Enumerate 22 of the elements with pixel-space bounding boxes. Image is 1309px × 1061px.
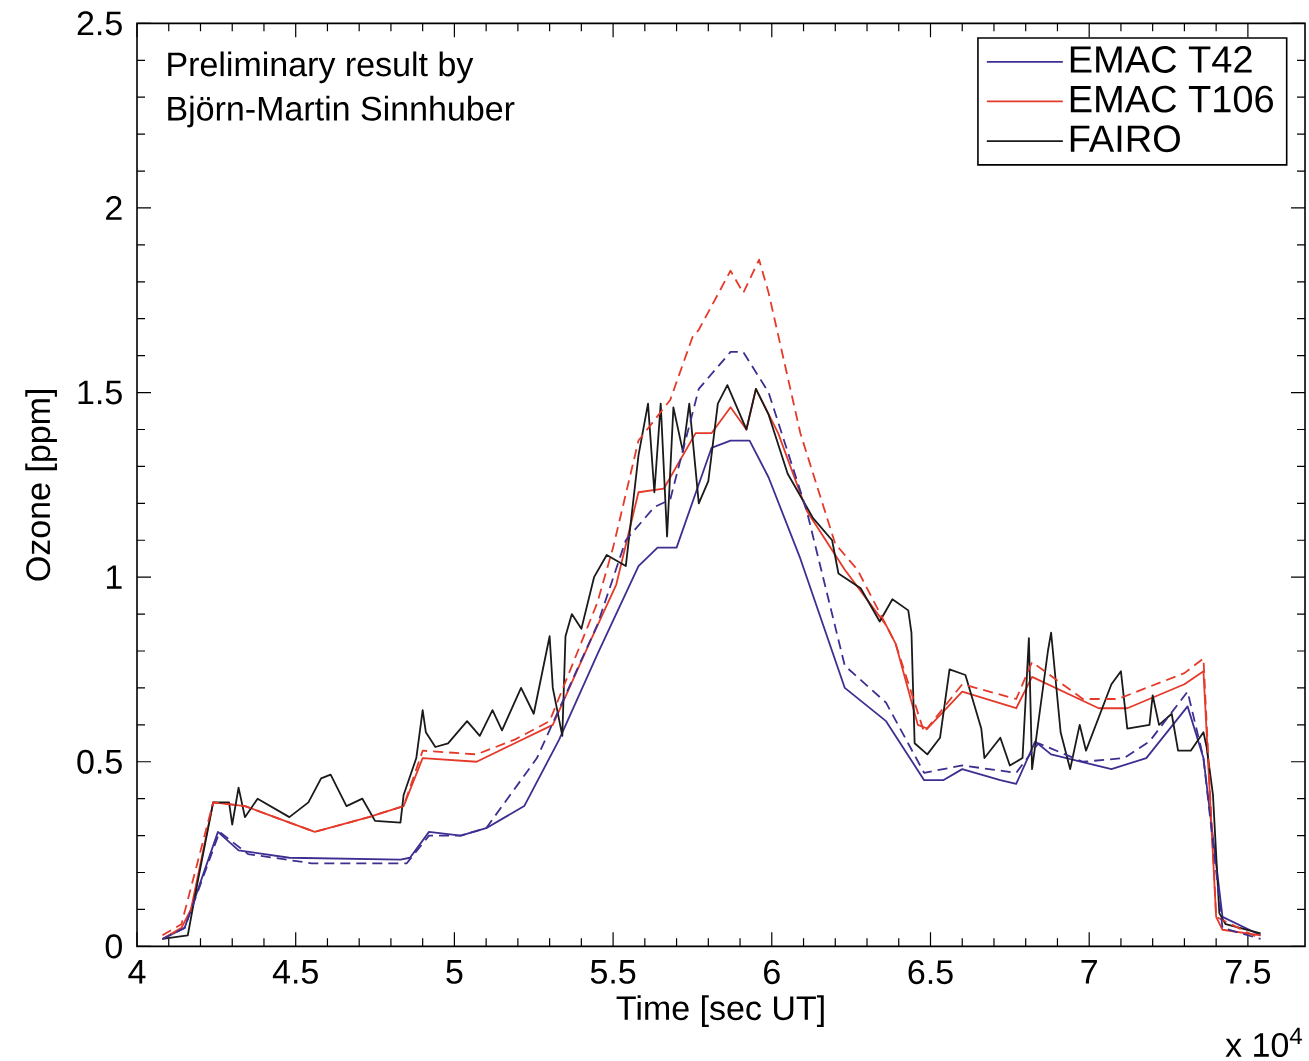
x-tick-label: 4.5 — [272, 959, 318, 984]
x-axis-title: Time [sec UT] — [616, 995, 824, 1027]
annotation: Björn-Martin Sinnhuber — [168, 95, 515, 128]
x-tick-label: 6.5 — [908, 959, 953, 985]
y-tick-label: 2 — [106, 195, 122, 220]
legend-label: FAIRO — [1070, 125, 1180, 152]
x-tick-label: 4 — [128, 959, 146, 984]
x-tick-label: 6 — [764, 959, 780, 985]
y-tick-label: 0 — [105, 934, 122, 959]
legend-label: EMAC T106 — [1070, 85, 1273, 113]
x-tick-label: 7.5 — [1226, 959, 1271, 984]
text: x 10$^{4}$ — [1225, 1027, 1302, 1057]
x-tick-label: 7 — [1081, 959, 1097, 984]
x-tick-label: 5.5 — [590, 959, 636, 984]
annotation: Preliminary result by — [168, 51, 474, 83]
y-tick-label: 2.5 — [77, 11, 122, 36]
x-tick-label: 5 — [446, 959, 463, 984]
y-tick-label: 1.5 — [78, 380, 122, 405]
y-tick-label: 0.5 — [77, 749, 122, 774]
legend-label: EMAC T42 — [1070, 45, 1252, 73]
y-axis-title: Ozone [ppm] — [25, 389, 57, 581]
y-tick-label: 1 — [106, 565, 122, 589]
